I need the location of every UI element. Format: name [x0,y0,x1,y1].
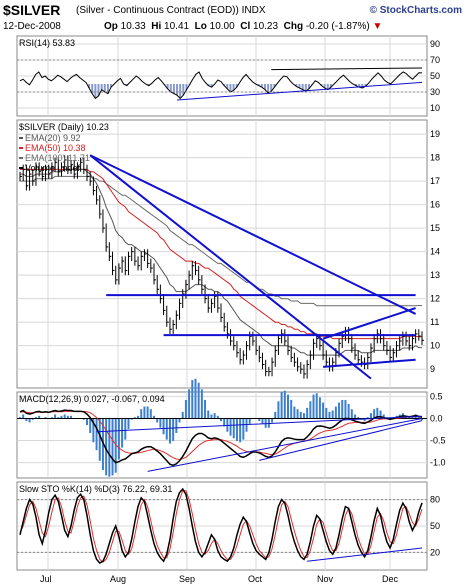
price-tick-label: 14 [430,247,440,257]
quote-date: 12-Dec-2008 [3,21,61,32]
chart-header: $SILVER (Silver - Continuous Contract (E… [0,0,466,34]
legend-entry: EMA(50) 10.38 [25,143,86,153]
legend-entry: EMA(100) 11.71 [25,153,90,163]
price-tick-label: 12 [430,294,440,304]
price-tick-label: 13 [430,270,440,280]
rsi-label: RSI(14) 53.83 [19,38,75,48]
steep-downtrend-line [89,154,372,380]
x-tick-label: Sep [179,574,195,584]
sto-tick-label: 80 [430,495,440,505]
price-panel-frame [16,119,428,389]
sto-k-line [19,487,423,564]
macd-lower-trendline [259,420,423,461]
macd-tick-label: -0.5 [430,436,446,446]
sto-d-line [19,490,423,563]
rsi-line [19,71,423,100]
price-tick-label: 10 [430,341,440,351]
chart-description: (Silver - Continuous Contract (EOD)) IND… [76,5,266,16]
price-tick-label: 16 [430,200,440,210]
x-tick-label: Aug [110,574,126,584]
price-tick-label: 9 [430,364,435,374]
lower-channel-line [323,358,416,368]
macd-diverge-trendline [147,417,423,472]
rsi-trendline [176,81,423,101]
macd-signal-line [19,410,422,461]
down-arrow-icon: ▼ [372,21,383,32]
price-tick-label: 17 [430,176,440,186]
rsi-tick-label: 90 [430,39,440,49]
macd-tick-label: 0.0 [430,413,443,423]
rsi-tick-label: 70 [430,55,440,65]
macd-tick-label: 0.5 [430,391,443,401]
macd-tick-label: -1.0 [430,458,446,468]
upper-channel-line [322,307,416,340]
macd-upper-trendline [96,415,423,433]
price-tick-label: 18 [430,153,440,163]
price-tick-label: 11 [430,317,439,327]
source-credit[interactable]: © StockCharts.com [369,5,462,16]
price-tick-label: 15 [430,223,440,233]
quote-summary: Op 10.33 Hi 10.41 Lo 10.00 Cl 10.23 Chg … [104,21,383,32]
rsi-tick-label: 10 [430,103,440,113]
rsi-tick-label: 30 [430,87,440,97]
legend-entry: EMA(20) 9.92 [25,133,81,143]
x-tick-label: Jul [40,574,52,584]
x-tick-label: Dec [382,574,399,584]
x-tick-label: Oct [248,574,263,584]
downtrend-line [89,154,417,315]
sto-tick-label: 20 [430,547,440,557]
x-tick-label: Nov [317,574,334,584]
rsi-resistance-line [271,67,423,71]
macd-label: MACD(12,26,9) 0.027, -0.067, 0.094 [19,394,165,404]
macd-panel-frame [16,391,428,479]
price-label: $SILVER (Daily) 10.23 [19,122,109,132]
sto-trendline [307,547,423,562]
legend-entry: Volume undef [25,163,81,173]
price-tick-label: 19 [430,129,440,139]
rsi-tick-label: 50 [430,71,440,81]
sto-label: Slow STO %K(14) %D(3) 76.22, 69.31 [19,484,172,494]
chart-symbol: $SILVER [3,2,61,18]
macd-line [19,409,423,466]
sto-tick-label: 50 [430,521,440,531]
